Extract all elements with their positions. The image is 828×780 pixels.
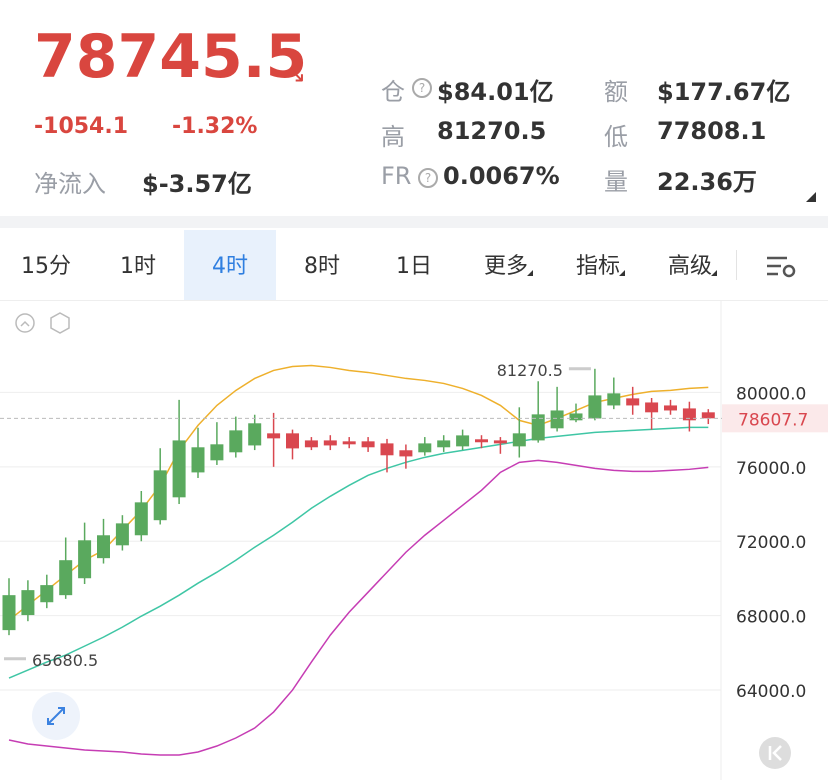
stat-value: 81270.5 <box>437 117 547 145</box>
stat-value: $84.01亿 <box>437 78 554 106</box>
candle-body <box>248 423 262 446</box>
scroll-latest-icon <box>768 745 782 761</box>
high-label: 81270.5 <box>497 361 563 380</box>
candle-body <box>437 440 451 448</box>
stat-label: 高 <box>381 123 405 151</box>
candle-body <box>191 447 205 473</box>
y-tick-label: 68000.0 <box>736 608 806 628</box>
stat-label: 低 <box>604 123 628 151</box>
tab[interactable]: 8时 <box>304 254 340 279</box>
last-price: 78745.5 <box>34 22 308 92</box>
candle-body <box>115 523 129 546</box>
active-tab-bg <box>184 230 276 300</box>
y-tick-label: 64000.0 <box>736 682 806 702</box>
candle-body <box>97 535 110 559</box>
stat-value: $177.67亿 <box>657 78 791 106</box>
separator <box>736 250 737 280</box>
stat-value: 77808.1 <box>657 117 767 145</box>
tab[interactable]: 1时 <box>120 254 156 279</box>
stat-label: 仓 <box>381 78 405 106</box>
stat-label: 额 <box>604 78 628 106</box>
candle-body <box>607 393 621 406</box>
candle-body <box>626 398 640 406</box>
candle-body <box>323 440 337 446</box>
tab-active[interactable]: 4时 <box>212 254 248 279</box>
candle-body <box>456 435 470 447</box>
settings-icon[interactable] <box>50 312 70 334</box>
info-icon[interactable]: ? <box>418 168 438 188</box>
candle-body <box>645 402 659 413</box>
tab-dropdown[interactable]: 高级 <box>667 254 712 279</box>
stat-value: 0.0067% <box>443 162 560 190</box>
candle-body <box>229 430 243 453</box>
chart-settings-icon[interactable] <box>767 256 796 278</box>
candle-body <box>682 408 696 421</box>
collapse-icon[interactable] <box>15 313 35 333</box>
candle-body <box>701 412 715 419</box>
candle-body <box>304 440 318 448</box>
dropdown-carets <box>527 270 717 276</box>
net-inflow: $-3.57亿 <box>142 170 252 198</box>
net-inflow-label: 净流入 <box>34 170 106 198</box>
down-arrow: ↘ <box>286 60 307 88</box>
candle-body <box>21 590 35 616</box>
candle-body <box>399 450 413 457</box>
tab[interactable]: 15分 <box>21 254 71 279</box>
tab-dropdown[interactable]: 指标 <box>575 254 620 279</box>
indicator-line <box>8 459 709 756</box>
y-tick-label: 80000.0 <box>736 384 806 404</box>
candle-body <box>172 440 186 498</box>
stat-label: 量 <box>604 168 628 196</box>
candle-body <box>550 410 564 429</box>
candle-body <box>418 443 432 453</box>
indicator-line <box>8 426 709 679</box>
candle-body <box>531 414 545 441</box>
candle-body <box>286 433 299 449</box>
fullscreen-icon <box>47 707 65 725</box>
candle-body <box>210 444 224 461</box>
indicator-line <box>8 364 709 621</box>
candle-body <box>134 502 148 536</box>
y-tick-label: 72000.0 <box>736 533 806 553</box>
change: -1054.1 <box>34 114 129 139</box>
candle-body <box>493 440 507 444</box>
tab-dropdown[interactable]: 更多 <box>483 254 528 279</box>
candle-body <box>361 441 375 448</box>
divider <box>0 300 828 301</box>
candle-body <box>267 433 281 439</box>
last-price-label: 78607.7 <box>738 410 808 430</box>
collapse-arrow <box>20 320 30 327</box>
candle-body <box>475 439 488 443</box>
candle-body <box>588 395 602 419</box>
divider <box>0 216 828 228</box>
y-tick-label: 76000.0 <box>736 459 806 479</box>
change-pct: -1.32% <box>172 114 258 139</box>
candle-body <box>512 433 526 447</box>
candle-body <box>78 540 92 579</box>
expand-corner[interactable] <box>806 192 816 202</box>
low-label: 65680.5 <box>32 651 98 670</box>
candle-body <box>380 443 394 456</box>
info-icon[interactable]: ? <box>412 78 432 98</box>
candle-body <box>342 441 356 445</box>
last-price-box <box>722 404 828 433</box>
candle-body <box>153 470 167 521</box>
stat-label: FR <box>381 162 412 190</box>
candle-body <box>2 595 16 631</box>
candle-body <box>59 560 73 596</box>
candle-body <box>569 413 583 421</box>
candle-body <box>664 405 677 411</box>
stat-value: 22.36万 <box>657 168 757 196</box>
candle-body <box>40 585 54 603</box>
tab[interactable]: 1日 <box>396 254 432 279</box>
